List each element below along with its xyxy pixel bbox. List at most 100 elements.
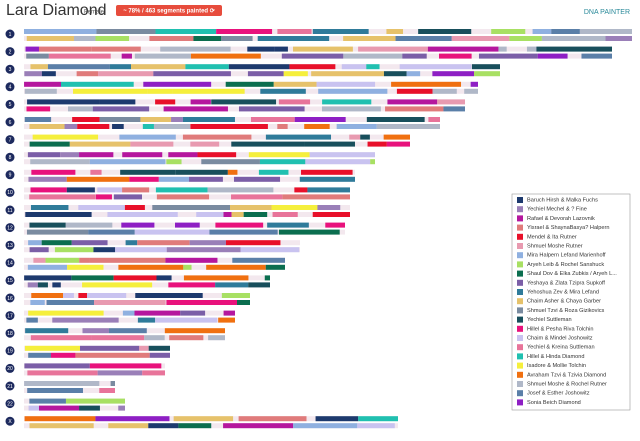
segment[interactable] (72, 117, 100, 122)
segment[interactable] (532, 29, 552, 34)
segment[interactable] (277, 124, 288, 129)
segment[interactable] (206, 264, 266, 270)
segment[interactable] (169, 335, 204, 341)
segment[interactable] (360, 134, 370, 140)
segment[interactable] (166, 247, 241, 253)
segment[interactable] (259, 159, 306, 165)
segment[interactable] (130, 141, 174, 147)
segment[interactable] (24, 345, 80, 351)
segment[interactable] (29, 124, 65, 129)
segment[interactable] (67, 264, 104, 270)
segment[interactable] (164, 328, 225, 334)
chromosome-badge[interactable] (5, 240, 15, 250)
segment[interactable] (341, 64, 367, 70)
chromosome-badge[interactable] (5, 29, 15, 39)
segment[interactable] (225, 240, 281, 246)
segment[interactable] (391, 81, 462, 87)
segment[interactable] (107, 212, 178, 217)
segment[interactable] (155, 187, 208, 193)
segment[interactable] (190, 53, 261, 59)
chromosome-badge[interactable] (5, 399, 15, 409)
segment[interactable] (24, 88, 57, 94)
segment[interactable] (215, 282, 249, 288)
segment[interactable] (26, 317, 38, 323)
segment[interactable] (231, 212, 244, 217)
segment[interactable] (491, 29, 526, 34)
segment[interactable] (78, 293, 88, 298)
chromosome-badge[interactable] (5, 416, 15, 426)
legend-label[interactable]: Shmuel Tzvi & Roza Gizikovics (527, 308, 605, 314)
segment[interactable] (155, 317, 218, 323)
segment[interactable] (260, 88, 306, 94)
segment[interactable] (386, 29, 404, 34)
segment[interactable] (301, 169, 353, 175)
chromosome-badge[interactable] (5, 47, 15, 57)
segment[interactable] (66, 187, 95, 193)
legend-label[interactable]: Mendel & Ita Rutner (527, 234, 577, 240)
segment[interactable] (29, 423, 94, 429)
segment[interactable] (223, 212, 232, 217)
segment[interactable] (153, 124, 191, 129)
segment[interactable] (79, 152, 114, 158)
segment[interactable] (113, 194, 143, 200)
segment[interactable] (315, 416, 359, 422)
segment[interactable] (26, 106, 51, 112)
segment[interactable] (343, 36, 396, 41)
segment[interactable] (24, 416, 96, 422)
chromosome-badge[interactable] (5, 187, 15, 197)
segment[interactable] (182, 134, 252, 140)
segment[interactable] (32, 134, 99, 140)
segment[interactable] (65, 398, 125, 404)
segment[interactable] (41, 71, 56, 77)
segment[interactable] (149, 36, 194, 41)
segment[interactable] (321, 106, 381, 112)
brand[interactable]: DNA PAINTER (584, 9, 630, 16)
legend-label[interactable]: Rafael & Devorah Lazovnik (527, 216, 595, 222)
segment[interactable] (294, 187, 308, 193)
segment[interactable] (115, 247, 167, 253)
segment[interactable] (243, 212, 268, 217)
segment[interactable] (318, 88, 388, 94)
legend-label[interactable]: Yechiel Mechel & ? Fine (527, 207, 587, 213)
segment[interactable] (97, 187, 123, 193)
segment[interactable] (233, 176, 281, 182)
segment[interactable] (428, 117, 440, 122)
segment[interactable] (168, 152, 198, 158)
segment[interactable] (77, 124, 110, 129)
legend-label[interactable]: Yehoshua Zev & Mira Lefand (527, 289, 599, 295)
segment[interactable] (272, 212, 298, 217)
segment[interactable] (230, 205, 272, 210)
segment[interactable] (25, 212, 92, 217)
segment[interactable] (113, 275, 157, 281)
segment[interactable] (418, 29, 472, 34)
segment[interactable] (75, 352, 150, 358)
segment[interactable] (526, 46, 537, 52)
segment[interactable] (137, 240, 190, 246)
chromosome-badge[interactable] (5, 363, 15, 373)
segment[interactable] (28, 176, 67, 182)
segment[interactable] (66, 176, 130, 182)
segment[interactable] (305, 159, 371, 165)
segment[interactable] (190, 99, 211, 105)
legend-label[interactable]: Shaul Dov & Elka Zubkis / Aryeh L... (527, 271, 617, 277)
segment[interactable] (299, 176, 355, 182)
segment[interactable] (28, 405, 39, 411)
segment[interactable] (216, 29, 273, 34)
segment[interactable] (225, 81, 274, 87)
segment[interactable] (99, 388, 115, 393)
segment[interactable] (52, 282, 61, 288)
segment[interactable] (122, 152, 163, 158)
segment[interactable] (322, 99, 372, 105)
segment[interactable] (140, 117, 172, 122)
segment[interactable] (304, 141, 355, 147)
segment[interactable] (25, 46, 39, 52)
legend-label[interactable]: Avraham Tzvi & Tzivia Diamond (527, 372, 606, 378)
segment[interactable] (61, 81, 134, 87)
segment[interactable] (91, 335, 145, 341)
segment[interactable] (189, 176, 223, 182)
segment[interactable] (309, 152, 375, 158)
segment[interactable] (166, 159, 182, 165)
segment[interactable] (207, 187, 274, 193)
segment[interactable] (551, 29, 580, 34)
segment[interactable] (153, 71, 231, 77)
